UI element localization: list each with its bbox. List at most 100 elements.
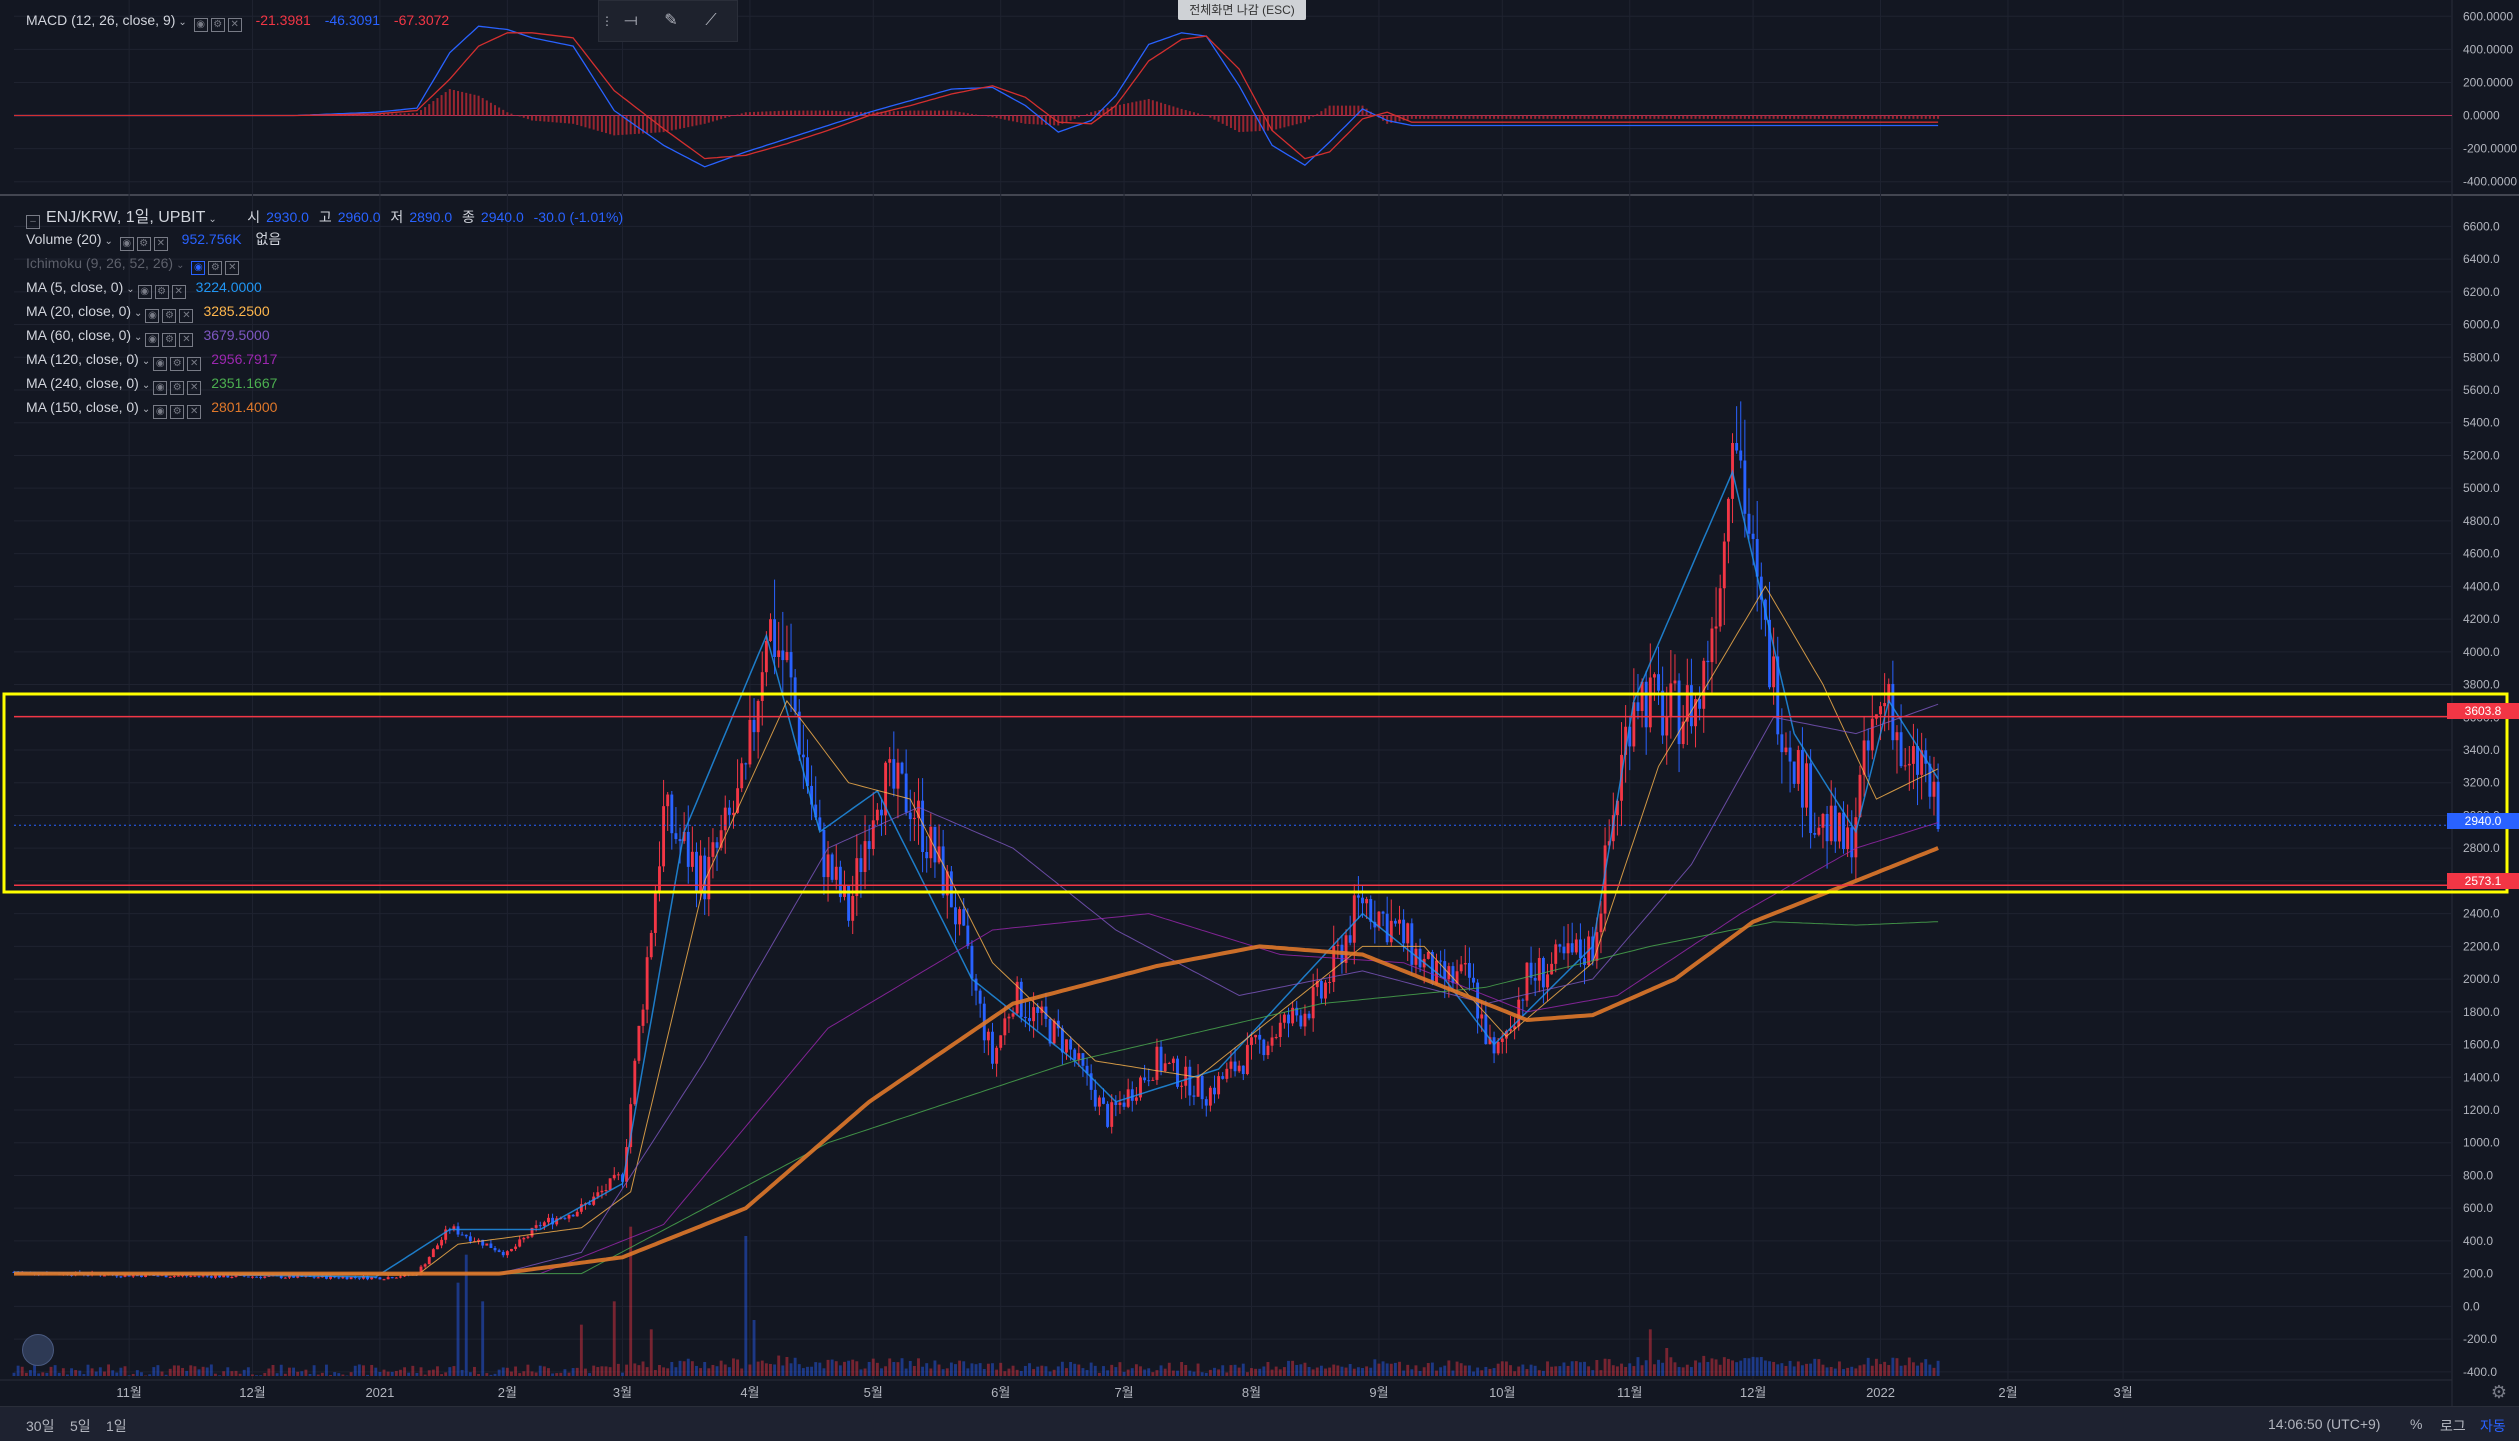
candle-body (1353, 895, 1356, 942)
volume-bar (399, 1370, 402, 1376)
volume-bar (1711, 1358, 1714, 1376)
candle-body (1933, 782, 1936, 797)
volume-bar (1859, 1365, 1862, 1376)
volume-bar (74, 1370, 77, 1376)
gear-icon[interactable]: ⚙ (170, 357, 184, 371)
eye-icon[interactable]: ◉ (145, 333, 159, 347)
chevron-down-icon[interactable]: ⌄ (134, 332, 142, 343)
macd-histogram-bar (445, 92, 447, 115)
volume-bar (654, 1370, 657, 1376)
volume-bar (950, 1363, 953, 1376)
time-tick-label: 5월 (864, 1385, 883, 1400)
eye-icon[interactable]: ◉ (153, 405, 167, 419)
chart-settings-gear-icon[interactable]: ⚙ (2491, 1382, 2507, 1403)
volume-bar (1780, 1363, 1783, 1376)
candle-body (1336, 945, 1339, 946)
volume-bar (267, 1369, 270, 1376)
volume-bar (1102, 1366, 1105, 1376)
macd-histogram-bar (1801, 116, 1803, 119)
volume-bar (292, 1368, 295, 1376)
volume-bar (424, 1375, 427, 1376)
macd-histogram-bar (1501, 116, 1503, 119)
volume-bar (41, 1372, 44, 1376)
chevron-down-icon[interactable]: ⌄ (142, 404, 150, 415)
exit-fullscreen-button[interactable]: 전체화면 나감 (ESC) (1178, 0, 1306, 20)
volume-bar (1193, 1372, 1196, 1376)
close-icon[interactable]: ✕ (187, 357, 201, 371)
line-tool-icon[interactable]: ⟞ (617, 7, 645, 35)
eye-icon[interactable]: ◉ (153, 381, 167, 395)
volume-bar (1595, 1360, 1598, 1376)
ma-label[interactable]: MA (240, close, 0) (26, 375, 139, 391)
trend-line-icon[interactable]: ⟋ (697, 7, 725, 35)
percent-scale-button[interactable]: % (2410, 1416, 2422, 1432)
upbit-logo-icon[interactable] (22, 1334, 54, 1366)
volume-bar (407, 1373, 410, 1376)
range-1d-button[interactable]: 1일 (106, 1416, 127, 1436)
volume-bar (1131, 1368, 1134, 1376)
candle-body (1184, 1067, 1187, 1086)
close-icon[interactable]: ✕ (179, 309, 193, 323)
close-icon[interactable]: ✕ (179, 333, 193, 347)
log-scale-button[interactable]: 로그 (2440, 1416, 2466, 1436)
eye-icon[interactable]: ◉ (138, 285, 152, 299)
close-icon[interactable]: ✕ (187, 405, 201, 419)
gear-icon[interactable]: ⚙ (211, 18, 225, 32)
gear-icon[interactable]: ⚙ (208, 261, 222, 275)
close-icon[interactable]: ✕ (228, 18, 242, 32)
ma-label[interactable]: MA (60, close, 0) (26, 327, 131, 343)
close-icon[interactable]: ✕ (187, 381, 201, 395)
macd-histogram-bar (1814, 116, 1816, 119)
macd-label[interactable]: MACD (12, 26, close, 9) (26, 12, 175, 28)
eye-icon[interactable]: ◉ (194, 18, 208, 32)
volume-bar (818, 1363, 821, 1376)
eye-off-icon[interactable]: ◉ (191, 261, 205, 275)
range-5d-button[interactable]: 5일 (70, 1416, 91, 1436)
drag-handle-icon[interactable]: ⋮ (601, 7, 611, 35)
collapse-icon[interactable]: – (26, 215, 40, 229)
range-30d-button[interactable]: 30일 (26, 1416, 54, 1436)
eye-icon[interactable]: ◉ (153, 357, 167, 371)
macd-histogram-bar (1773, 116, 1775, 119)
candle-body (119, 1276, 122, 1277)
macd-histogram-bar (683, 116, 685, 128)
eye-icon[interactable]: ◉ (120, 237, 134, 251)
volume-label[interactable]: Volume (20) (26, 231, 101, 247)
chevron-down-icon[interactable]: ⌄ (176, 260, 184, 271)
eye-icon[interactable]: ◉ (145, 309, 159, 323)
ma-label[interactable]: MA (150, close, 0) (26, 399, 139, 415)
gear-icon[interactable]: ⚙ (137, 237, 151, 251)
macd-histogram-bar (1234, 116, 1236, 130)
ma-label[interactable]: MA (20, close, 0) (26, 303, 131, 319)
close-icon[interactable]: ✕ (172, 285, 186, 299)
chevron-down-icon[interactable]: ⌄ (178, 17, 186, 28)
gear-icon[interactable]: ⚙ (170, 381, 184, 395)
close-icon[interactable]: ✕ (154, 237, 168, 251)
volume-bar (1147, 1368, 1150, 1376)
gear-icon[interactable]: ⚙ (162, 333, 176, 347)
symbol-label[interactable]: ENJ/KRW, 1일, UPBIT (46, 209, 205, 226)
gear-icon[interactable]: ⚙ (170, 405, 184, 419)
brush-tool-icon[interactable]: ✎ (657, 7, 685, 35)
macd-histogram-bar (1086, 114, 1088, 116)
candle-body (1135, 1097, 1138, 1100)
close-icon[interactable]: ✕ (225, 261, 239, 275)
chevron-down-icon[interactable]: ⌄ (104, 236, 112, 247)
chevron-down-icon[interactable]: ⌄ (126, 284, 134, 295)
chevron-down-icon[interactable]: ⌄ (134, 308, 142, 319)
ma-label[interactable]: MA (120, close, 0) (26, 351, 139, 367)
volume-bar (1267, 1362, 1270, 1376)
candle-body (761, 672, 764, 701)
gear-icon[interactable]: ⚙ (155, 285, 169, 299)
macd-histogram-bar (436, 98, 438, 115)
macd-histogram-bar (1481, 116, 1483, 119)
chevron-down-icon[interactable]: ⌄ (142, 356, 150, 367)
volume-bar (309, 1374, 312, 1376)
auto-scale-button[interactable]: 자동 (2480, 1416, 2506, 1436)
chevron-down-icon[interactable]: ⌄ (208, 214, 216, 225)
ma-label[interactable]: MA (5, close, 0) (26, 279, 123, 295)
gear-icon[interactable]: ⚙ (162, 309, 176, 323)
ichimoku-label[interactable]: Ichimoku (9, 26, 52, 26) (26, 255, 173, 271)
chevron-down-icon[interactable]: ⌄ (142, 380, 150, 391)
macd-tick-label: 0.0000 (2463, 109, 2500, 123)
